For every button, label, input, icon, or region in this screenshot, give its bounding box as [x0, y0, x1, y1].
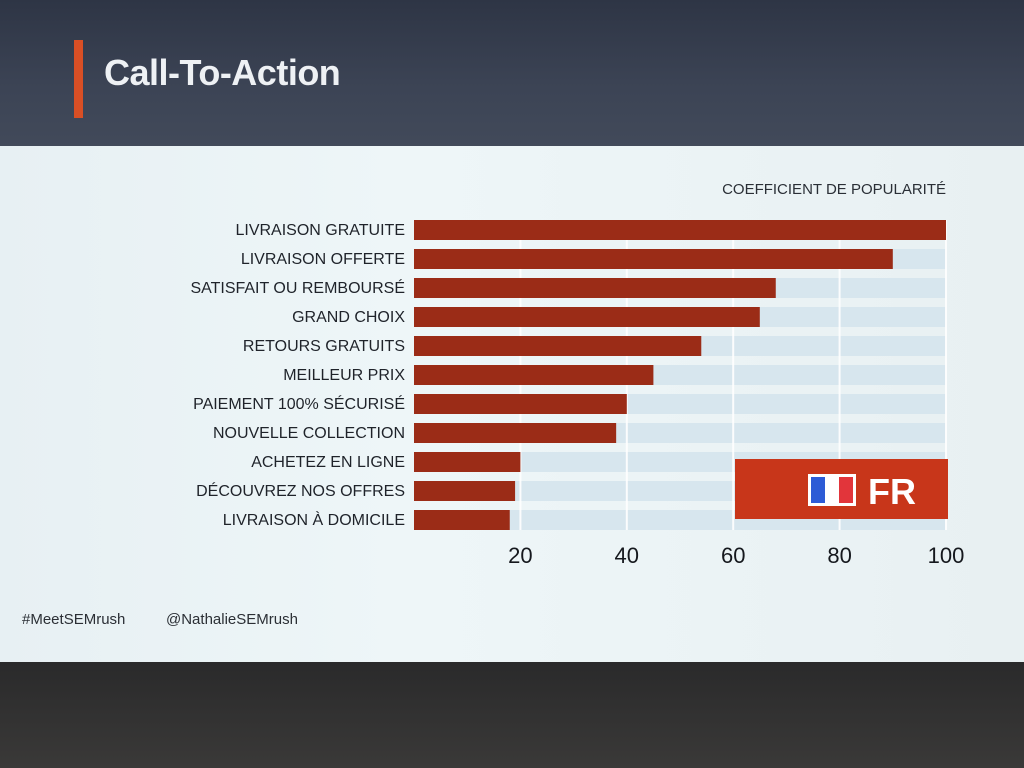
chart-title: COEFFICIENT DE POPULARITÉ: [722, 181, 946, 198]
category-label: LIVRAISON GRATUITE: [235, 222, 405, 239]
bar-2: [414, 249, 893, 269]
x-tick-label: 40: [615, 543, 639, 568]
x-tick-label: 100: [928, 543, 965, 568]
flag-blue-stripe: [811, 477, 825, 503]
category-label: PAIEMENT 100% SÉCURISÉ: [193, 394, 405, 413]
room-background: [0, 662, 1024, 768]
category-label: LIVRAISON À DOMICILE: [223, 510, 405, 529]
bar-8: [414, 423, 617, 443]
bar-10: [414, 481, 516, 501]
title-accent-bar: [74, 40, 83, 118]
category-label: SATISFAIT OU REMBOURSÉ: [190, 278, 405, 297]
footer-handle: @NathalieSEMrush: [166, 611, 298, 628]
flag-red-stripe: [839, 477, 853, 503]
category-label: NOUVELLE COLLECTION: [213, 425, 405, 442]
category-label: ACHETEZ EN LIGNE: [251, 454, 405, 471]
category-label: RETOURS GRATUITS: [243, 338, 405, 355]
category-label: DÉCOUVREZ NOS OFFRES: [196, 481, 405, 500]
x-tick-label: 80: [827, 543, 851, 568]
bar-7: [414, 394, 627, 414]
bar-5: [414, 336, 702, 356]
footer-hashtag: #MeetSEMrush: [22, 611, 126, 628]
category-label: GRAND CHOIX: [292, 309, 405, 326]
bar-6: [414, 365, 654, 385]
bar-4: [414, 307, 760, 327]
slide-title: Call-To-Action: [104, 52, 341, 93]
slide-header: [0, 0, 1024, 160]
bar-11: [414, 510, 510, 530]
fr-badge-label: FR: [868, 471, 916, 512]
category-label: LIVRAISON OFFERTE: [241, 251, 405, 268]
x-tick-label: 20: [508, 543, 532, 568]
flag-white-stripe: [825, 477, 839, 503]
bar-1: [414, 220, 946, 240]
x-tick-label: 60: [721, 543, 745, 568]
bar-3: [414, 278, 776, 298]
category-label: MEILLEUR PRIX: [283, 367, 405, 384]
bar-9: [414, 452, 521, 472]
